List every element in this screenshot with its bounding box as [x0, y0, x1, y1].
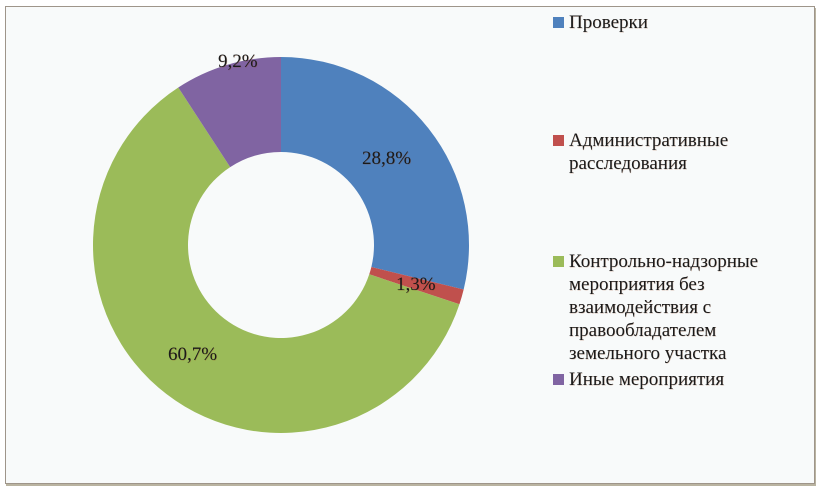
legend-item-proverki: Проверки: [553, 11, 648, 34]
legend-swatch-red-icon: [553, 135, 564, 146]
data-label-inye: 9,2%: [218, 51, 258, 72]
slice-inye: [178, 57, 281, 168]
slice-kontrol: [93, 87, 460, 433]
legend-item-kontrol: Контрольно-надзорные мероприятия без вза…: [553, 250, 758, 365]
slice-proverki: [281, 57, 469, 290]
legend-swatch-blue-icon: [553, 17, 564, 28]
legend-item-inye: Иные мероприятия: [553, 368, 724, 391]
legend-swatch-green-icon: [553, 256, 564, 267]
legend-label: Контрольно-надзорные мероприятия без вза…: [569, 251, 759, 364]
legend-swatch-purple-icon: [553, 374, 564, 385]
legend-label: Административные расследования: [569, 130, 729, 174]
legend-item-admin: Административные расследования: [553, 129, 728, 175]
data-label-kontrol: 60,7%: [168, 344, 218, 365]
legend-label: Проверки: [569, 12, 648, 33]
data-label-proverki: 28,8%: [362, 148, 412, 169]
legend-label: Иные мероприятия: [569, 369, 725, 390]
slice-admin: [369, 266, 464, 305]
data-label-admin: 1,3%: [396, 274, 436, 295]
